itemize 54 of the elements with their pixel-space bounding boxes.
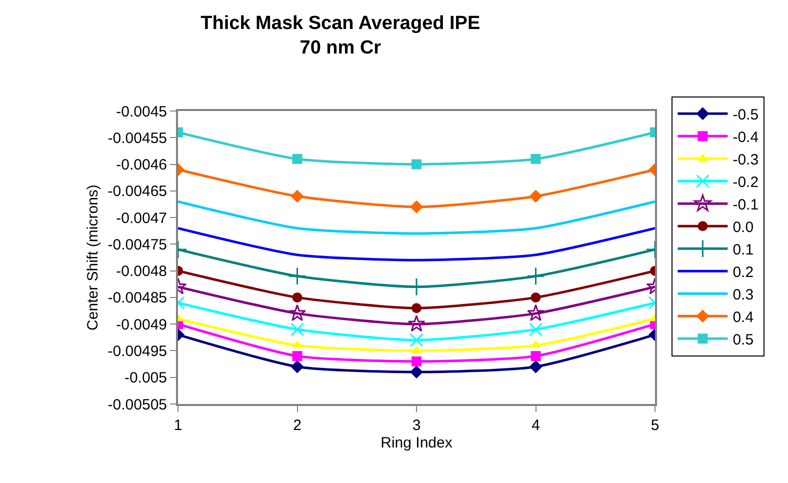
legend-label: 0.5 <box>732 331 754 348</box>
point <box>527 304 544 321</box>
point <box>410 200 423 214</box>
y-tick-label: -0.00505 <box>108 396 167 414</box>
x-tick-label: 1 <box>174 417 182 434</box>
y-tick-label: -0.0049 <box>116 316 167 334</box>
point <box>529 322 542 336</box>
x-tick-label: 4 <box>532 417 540 434</box>
point <box>288 304 306 321</box>
point <box>412 159 422 170</box>
y-axis-title: Center Shift (microns) <box>84 184 102 330</box>
legend-label: -0.2 <box>732 174 759 191</box>
y-tick-label: -0.00465 <box>108 183 167 200</box>
point <box>530 351 541 362</box>
legend-label: 0.0 <box>732 218 754 236</box>
legend-label: -0.1 <box>732 196 759 214</box>
legend-label: 0.2 <box>732 264 754 281</box>
legend-label: 0.1 <box>732 241 754 258</box>
point <box>412 303 422 314</box>
point <box>529 190 542 203</box>
y-tick-label: -0.00485 <box>108 290 167 307</box>
y-tick-label: -0.005 <box>124 370 167 387</box>
point <box>408 314 426 332</box>
x-tick-label: 3 <box>412 417 421 434</box>
point <box>288 267 306 286</box>
point <box>530 154 541 164</box>
point <box>530 292 541 302</box>
chart-title: Thick Mask Scan Averaged IPE 70 nm Cr <box>200 12 480 59</box>
y-tick-label: -0.0047 <box>116 210 167 227</box>
point <box>412 356 422 366</box>
point <box>410 333 424 347</box>
point <box>290 190 304 203</box>
y-tick-label: -0.0045 <box>116 103 167 120</box>
point <box>290 322 304 336</box>
legend-label: -0.5 <box>732 106 759 124</box>
legend-label: 0.3 <box>732 286 754 304</box>
y-tick-label: -0.0046 <box>116 156 167 174</box>
point <box>290 360 304 374</box>
point <box>529 360 542 374</box>
x-tick-label: 2 <box>293 417 302 434</box>
legend-label: -0.3 <box>732 151 759 168</box>
y-tick-label: -0.00475 <box>108 236 167 254</box>
point <box>292 351 302 362</box>
y-tick-label: -0.00455 <box>108 130 167 147</box>
point <box>410 366 423 379</box>
x-tick-label: 5 <box>650 417 660 434</box>
y-tick-label: -0.00495 <box>108 342 167 360</box>
point <box>526 267 545 286</box>
y-tick-label: -0.0048 <box>116 263 167 280</box>
legend-label: -0.4 <box>732 128 759 146</box>
point <box>292 154 302 164</box>
x-axis-title: Ring Index <box>380 434 453 452</box>
point <box>292 292 302 302</box>
legend-label: 0.4 <box>732 308 754 326</box>
